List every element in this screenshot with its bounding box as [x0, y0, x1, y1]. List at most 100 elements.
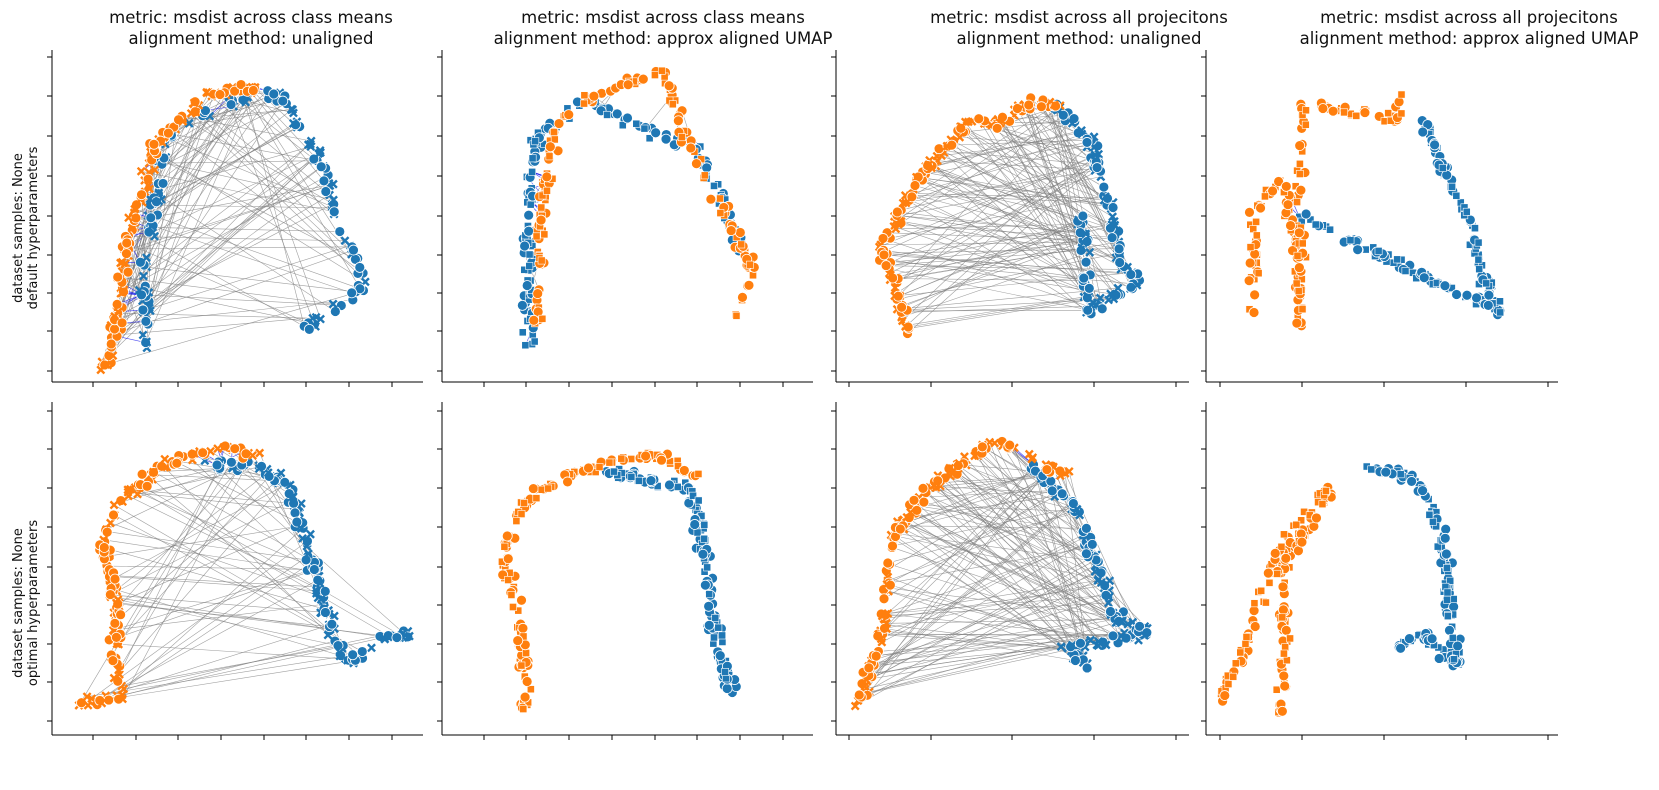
- link-line: [228, 92, 326, 169]
- link-line: [905, 296, 1084, 326]
- link-line: [895, 470, 1036, 528]
- link-line: [130, 488, 313, 568]
- link-line: [953, 470, 1097, 567]
- series-b-x-mark-point: [1090, 567, 1100, 576]
- row1-col3-markers: [874, 92, 1145, 339]
- series-a-x-mark-point: [130, 204, 140, 214]
- series-a-circle-point: [896, 301, 908, 313]
- series-a-x-mark-point: [178, 116, 188, 126]
- link-line: [116, 522, 303, 604]
- series-a-circle-point: [1262, 567, 1274, 579]
- row1-col1-axes: [47, 50, 423, 387]
- link-line: [117, 166, 322, 313]
- series-b-square-point: [1446, 576, 1455, 585]
- series-a-x-mark-point: [891, 224, 901, 234]
- series-a-square-point: [580, 99, 588, 108]
- link-line: [127, 491, 298, 510]
- series-b-circle-point: [714, 650, 726, 662]
- series-b-square-point: [710, 633, 718, 642]
- link-line: [145, 87, 256, 343]
- series-b-square-point: [689, 491, 697, 500]
- link-line: [915, 507, 1090, 553]
- series-a-circle-point: [229, 443, 241, 455]
- series-a-square-point: [1298, 239, 1307, 248]
- link-line: [882, 238, 1092, 308]
- link-line: [915, 512, 1111, 614]
- series-b-circle-point: [523, 209, 535, 221]
- link-line: [153, 468, 220, 473]
- series-b-x-mark-point: [142, 337, 152, 347]
- link-line: [916, 510, 1081, 644]
- link-line: [176, 461, 298, 523]
- series-a-x-mark-point: [191, 107, 201, 117]
- link-line: [121, 104, 232, 263]
- series-a-circle-point: [1294, 140, 1306, 152]
- series-b-x-mark-point: [1072, 504, 1082, 514]
- link-line: [885, 587, 1123, 618]
- series-b-circle-point: [1471, 292, 1482, 304]
- series-a-x-mark-point: [929, 480, 939, 490]
- series-b-square-point: [528, 154, 537, 163]
- link-line: [883, 250, 1084, 279]
- link-line: [134, 185, 329, 221]
- link-line: [192, 459, 321, 582]
- series-a-x-mark-point: [970, 451, 980, 461]
- series-a-circle-point: [541, 171, 553, 183]
- series-b-x-mark-point: [1104, 592, 1114, 602]
- series-a-circle-point: [108, 509, 119, 521]
- series-a-x-mark-point: [189, 449, 199, 458]
- series-a-circle-point: [1278, 670, 1290, 682]
- link-line: [109, 526, 296, 557]
- link-line: [117, 276, 334, 305]
- series-b-x-mark-point: [1091, 300, 1101, 310]
- series-a-circle-point: [1249, 289, 1261, 301]
- series-b-square-point: [703, 563, 712, 572]
- series-b-x-mark-point: [298, 534, 307, 543]
- series-b-square-point: [530, 337, 539, 346]
- series-b-circle-point: [1406, 476, 1418, 487]
- series-a-circle-point: [1243, 275, 1255, 287]
- link-line: [889, 268, 1087, 310]
- series-a-x-mark-point: [106, 518, 115, 528]
- series-a-x-mark-point: [895, 216, 905, 226]
- series-b-circle-point: [211, 459, 223, 471]
- series-a-x-mark-point: [890, 291, 900, 301]
- series-b-square-point: [1482, 279, 1491, 288]
- link-line: [937, 475, 1072, 510]
- row2-col1-links: [78, 446, 409, 706]
- series-a-x-mark-point: [860, 681, 870, 691]
- series-a-x-mark-point: [882, 579, 892, 589]
- series-a-circle-point: [1004, 439, 1016, 451]
- series-b-circle-point: [703, 619, 715, 631]
- link-line: [95, 660, 356, 702]
- series-a-x-mark-point: [927, 163, 936, 173]
- series-a-square-point: [716, 194, 725, 203]
- series-b-circle-point: [334, 226, 346, 237]
- series-a-square-point: [550, 128, 558, 136]
- series-b-x-mark-point: [1093, 641, 1103, 651]
- link-line: [888, 546, 1091, 584]
- series-a-circle-point: [918, 496, 930, 508]
- series-a-x-mark-point: [942, 141, 952, 151]
- series-b-x-mark-point: [302, 541, 312, 551]
- series-a-circle-point: [691, 158, 702, 170]
- series-a-circle-point: [880, 260, 892, 271]
- series-a-circle-point: [973, 113, 985, 125]
- link-line: [148, 97, 230, 186]
- link-line: [916, 177, 1105, 201]
- series-a-circle-point: [734, 227, 746, 238]
- series-a-square-point: [519, 705, 528, 713]
- series-a-circle-point: [1041, 464, 1053, 475]
- series-a-circle-point: [879, 622, 890, 634]
- link-line: [154, 472, 315, 563]
- link-line: [958, 463, 1076, 509]
- link-line: [87, 654, 353, 697]
- series-b-circle-point: [1105, 606, 1116, 617]
- row1-col4-panel: [1201, 50, 1558, 387]
- series-a-circle-point: [1255, 202, 1266, 214]
- series-a-square-point: [1282, 656, 1291, 665]
- link-line: [119, 460, 222, 675]
- series-a-circle-point: [197, 447, 209, 459]
- link-line: [959, 136, 1095, 148]
- series-b-circle-point: [1439, 280, 1451, 292]
